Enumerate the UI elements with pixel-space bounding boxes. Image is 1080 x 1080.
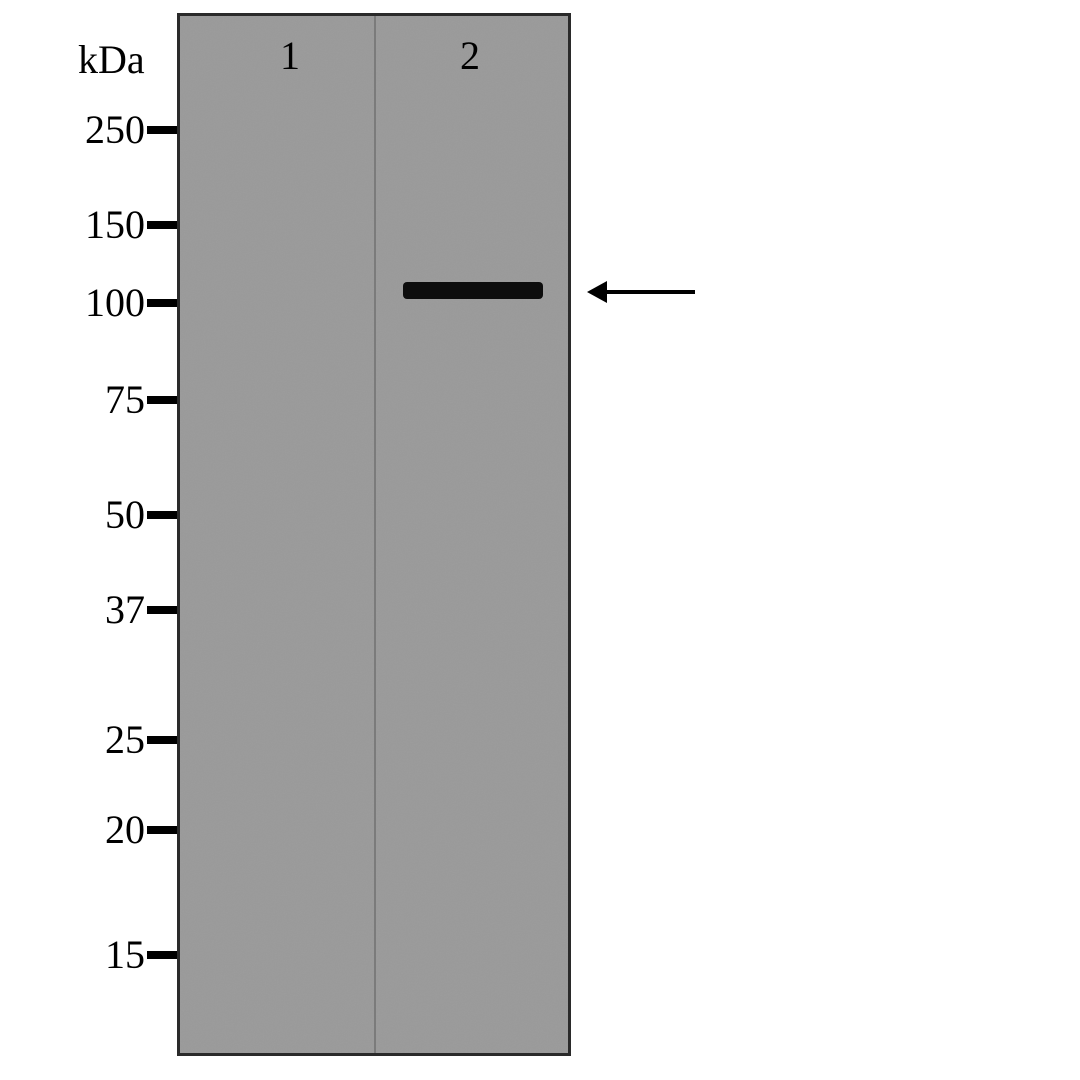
mw-mark-25: 25 <box>0 720 177 760</box>
band-indicator-arrow <box>585 268 719 316</box>
mw-label: 50 <box>0 495 145 535</box>
mw-mark-37: 37 <box>0 590 177 630</box>
mw-label: 100 <box>0 283 145 323</box>
mw-tick <box>147 736 177 744</box>
kda-axis-title: kDa <box>78 36 145 83</box>
mw-label: 25 <box>0 720 145 760</box>
mw-tick <box>147 299 177 307</box>
blot-membrane <box>177 13 571 1056</box>
mw-label: 20 <box>0 810 145 850</box>
mw-tick <box>147 126 177 134</box>
mw-label: 250 <box>0 110 145 150</box>
mw-mark-20: 20 <box>0 810 177 850</box>
mw-mark-50: 50 <box>0 495 177 535</box>
mw-tick <box>147 826 177 834</box>
mw-label: 75 <box>0 380 145 420</box>
mw-mark-150: 150 <box>0 205 177 245</box>
mw-label: 15 <box>0 935 145 975</box>
mw-label: 150 <box>0 205 145 245</box>
mw-mark-100: 100 <box>0 283 177 323</box>
lane-2-label: 2 <box>460 32 480 79</box>
mw-mark-250: 250 <box>0 110 177 150</box>
mw-mark-75: 75 <box>0 380 177 420</box>
mw-tick <box>147 221 177 229</box>
mw-tick <box>147 511 177 519</box>
protein-band-lane2 <box>403 282 543 299</box>
mw-label: 37 <box>0 590 145 630</box>
mw-tick <box>147 606 177 614</box>
lane-divider <box>374 16 376 1053</box>
mw-tick <box>147 396 177 404</box>
lane-1-label: 1 <box>280 32 300 79</box>
mw-mark-15: 15 <box>0 935 177 975</box>
mw-tick <box>147 951 177 959</box>
